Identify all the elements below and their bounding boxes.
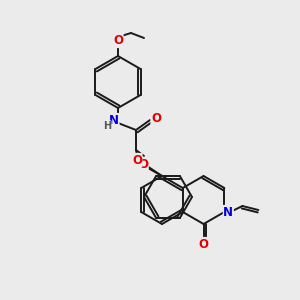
Text: O: O: [138, 158, 148, 170]
Text: O: O: [138, 158, 148, 170]
Text: N: N: [109, 113, 119, 127]
Text: H: H: [103, 121, 111, 131]
Text: O: O: [151, 112, 161, 124]
Text: N: N: [224, 206, 233, 218]
Text: O: O: [199, 238, 208, 250]
Text: O: O: [113, 34, 123, 47]
Text: O: O: [132, 154, 142, 166]
